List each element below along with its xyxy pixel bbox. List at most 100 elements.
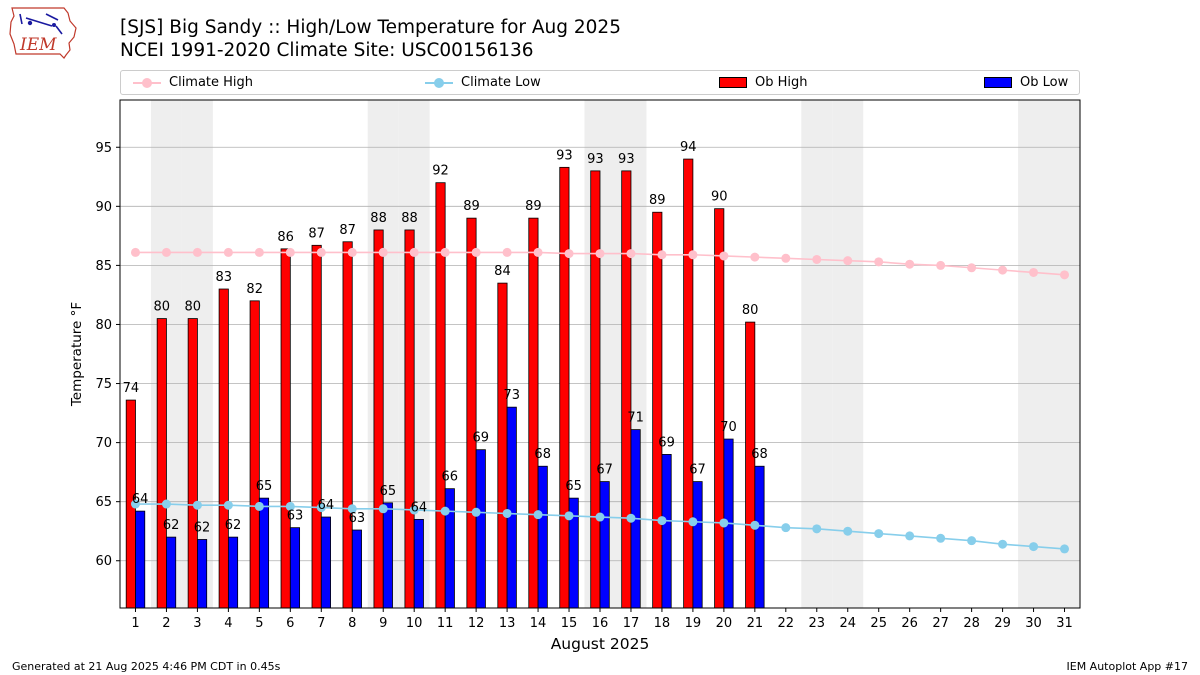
x-tick-label-23: 23 bbox=[809, 616, 826, 631]
ob-low-bar-day-7 bbox=[320, 516, 331, 609]
ob-low-bar-day-16 bbox=[599, 481, 610, 609]
climate-low-point-day-9 bbox=[378, 504, 388, 514]
climate-high-point-day-20 bbox=[719, 251, 729, 261]
climate-low-point-day-26 bbox=[905, 531, 915, 541]
y-tick-label-85: 85 bbox=[95, 259, 112, 274]
x-tick-label-5: 5 bbox=[255, 616, 263, 631]
x-tick-label-13: 13 bbox=[499, 616, 516, 631]
ob-low-bar-day-4 bbox=[227, 536, 239, 609]
ob-low-bar-day-21 bbox=[754, 465, 765, 609]
ob-high-bar-day-9 bbox=[373, 229, 384, 609]
ob-high-label-day-7: 87 bbox=[308, 226, 325, 241]
iem-logo: IEM bbox=[9, 7, 77, 59]
x-tick-label-31: 31 bbox=[1056, 616, 1073, 631]
ob-high-bar-day-11 bbox=[435, 182, 446, 609]
climate-low-point-day-11 bbox=[440, 506, 450, 516]
climate-low-point-day-30 bbox=[1029, 542, 1039, 552]
climate-low-point-day-23 bbox=[812, 524, 822, 534]
legend-label-climate-high: Climate High bbox=[169, 75, 254, 90]
ob-low-bar-day-1 bbox=[135, 510, 146, 609]
ob-high-label-day-16: 93 bbox=[587, 152, 604, 167]
climate-low-point-day-10 bbox=[409, 505, 419, 515]
ob-low-bar-day-10 bbox=[413, 518, 424, 609]
y-tick-label-60: 60 bbox=[95, 554, 112, 569]
climate-high-point-day-26 bbox=[905, 259, 915, 269]
ob-high-label-day-10: 88 bbox=[401, 211, 418, 226]
climate-high-point-day-18 bbox=[657, 250, 667, 260]
climate-low-point-day-12 bbox=[471, 507, 481, 517]
x-tick-label-6: 6 bbox=[286, 616, 294, 631]
weekend-shade-day-31 bbox=[1049, 100, 1080, 608]
ob-low-bar-day-11 bbox=[444, 488, 455, 609]
climate-high-point-day-2 bbox=[161, 247, 171, 257]
ob-high-swatch bbox=[719, 77, 747, 88]
ob-low-label-day-14: 68 bbox=[534, 447, 551, 462]
ob-high-label-day-2: 80 bbox=[154, 300, 171, 315]
ob-high-label-day-18: 89 bbox=[649, 193, 666, 208]
ob-high-bar-day-19 bbox=[683, 158, 694, 609]
ob-low-label-day-13: 73 bbox=[503, 388, 520, 403]
ob-high-label-day-20: 90 bbox=[711, 190, 728, 205]
weekend-shade-day-23 bbox=[801, 100, 833, 608]
climate-low-point-day-18 bbox=[657, 516, 667, 526]
climate-high-point-day-14 bbox=[533, 247, 543, 257]
ob-high-label-day-13: 84 bbox=[494, 264, 511, 279]
ob-low-bar-day-3 bbox=[197, 539, 208, 609]
y-tick-label-65: 65 bbox=[95, 495, 112, 510]
ob-high-bar-day-4 bbox=[218, 288, 229, 609]
ob-high-label-day-12: 89 bbox=[463, 199, 480, 214]
climate-low-point-day-1 bbox=[130, 499, 140, 509]
climate-low-point-day-31 bbox=[1060, 544, 1070, 554]
ob-high-label-day-6: 86 bbox=[277, 230, 294, 245]
ob-high-bar-day-5 bbox=[249, 300, 260, 609]
ob-high-label-day-21: 80 bbox=[742, 303, 759, 318]
climate-low-point-day-4 bbox=[223, 500, 233, 510]
y-tick-label-90: 90 bbox=[95, 200, 112, 215]
climate-low-point-day-27 bbox=[936, 533, 946, 543]
ob-low-label-day-8: 63 bbox=[349, 511, 366, 526]
ob-low-label-day-11: 66 bbox=[442, 470, 459, 485]
ob-low-bar-day-2 bbox=[166, 536, 177, 609]
climate-low-point-day-17 bbox=[626, 513, 636, 523]
climate-high-point-day-6 bbox=[285, 247, 295, 257]
x-tick-label-19: 19 bbox=[685, 616, 702, 631]
ob-high-bar-day-7 bbox=[311, 244, 322, 609]
climate-low-point-day-20 bbox=[719, 518, 729, 528]
ob-high-bar-day-18 bbox=[652, 211, 663, 609]
climate-high-point-day-30 bbox=[1029, 267, 1039, 277]
climate-low-point-day-13 bbox=[502, 508, 512, 518]
legend-item-climate-high: Climate High bbox=[133, 71, 253, 94]
ob-high-label-day-17: 93 bbox=[618, 152, 635, 167]
y-tick-label-70: 70 bbox=[95, 436, 112, 451]
x-tick-label-2: 2 bbox=[162, 616, 170, 631]
x-tick-label-21: 21 bbox=[747, 616, 764, 631]
ob-low-bar-day-8 bbox=[351, 529, 362, 609]
ob-low-bar-day-19 bbox=[692, 481, 703, 609]
climate-high-point-day-12 bbox=[471, 247, 481, 257]
x-tick-label-1: 1 bbox=[131, 616, 139, 631]
climate-high-point-day-27 bbox=[936, 260, 946, 270]
climate-high-point-day-10 bbox=[409, 247, 419, 257]
chart-subtitle: NCEI 1991-2020 Climate Site: USC00156136 bbox=[120, 40, 534, 61]
ob-high-bar-day-14 bbox=[528, 217, 539, 609]
x-tick-label-4: 4 bbox=[224, 616, 232, 631]
weekend-shade-day-30 bbox=[1018, 100, 1050, 608]
ob-low-label-day-16: 67 bbox=[596, 463, 613, 478]
ob-high-bar-day-15 bbox=[559, 166, 570, 609]
climate-high-point-day-16 bbox=[595, 249, 605, 259]
ob-low-label-day-1: 64 bbox=[132, 492, 149, 507]
x-tick-label-18: 18 bbox=[654, 616, 671, 631]
climate-high-point-day-29 bbox=[998, 265, 1008, 275]
ob-low-bar-day-12 bbox=[475, 449, 486, 609]
climate-high-point-day-8 bbox=[347, 247, 357, 257]
x-axis-label: August 2025 bbox=[551, 635, 650, 653]
ob-high-label-day-4: 83 bbox=[215, 270, 232, 285]
climate-low-swatch bbox=[425, 77, 453, 88]
y-tick-label-75: 75 bbox=[95, 377, 112, 392]
climate-high-point-day-24 bbox=[843, 256, 853, 266]
ob-low-bar-day-5 bbox=[258, 497, 270, 609]
climate-high-point-day-3 bbox=[192, 247, 202, 257]
climate-low-point-day-14 bbox=[533, 510, 543, 520]
climate-high-point-day-1 bbox=[130, 247, 140, 257]
legend: Climate High Climate Low Ob High Ob Low bbox=[120, 70, 1080, 95]
